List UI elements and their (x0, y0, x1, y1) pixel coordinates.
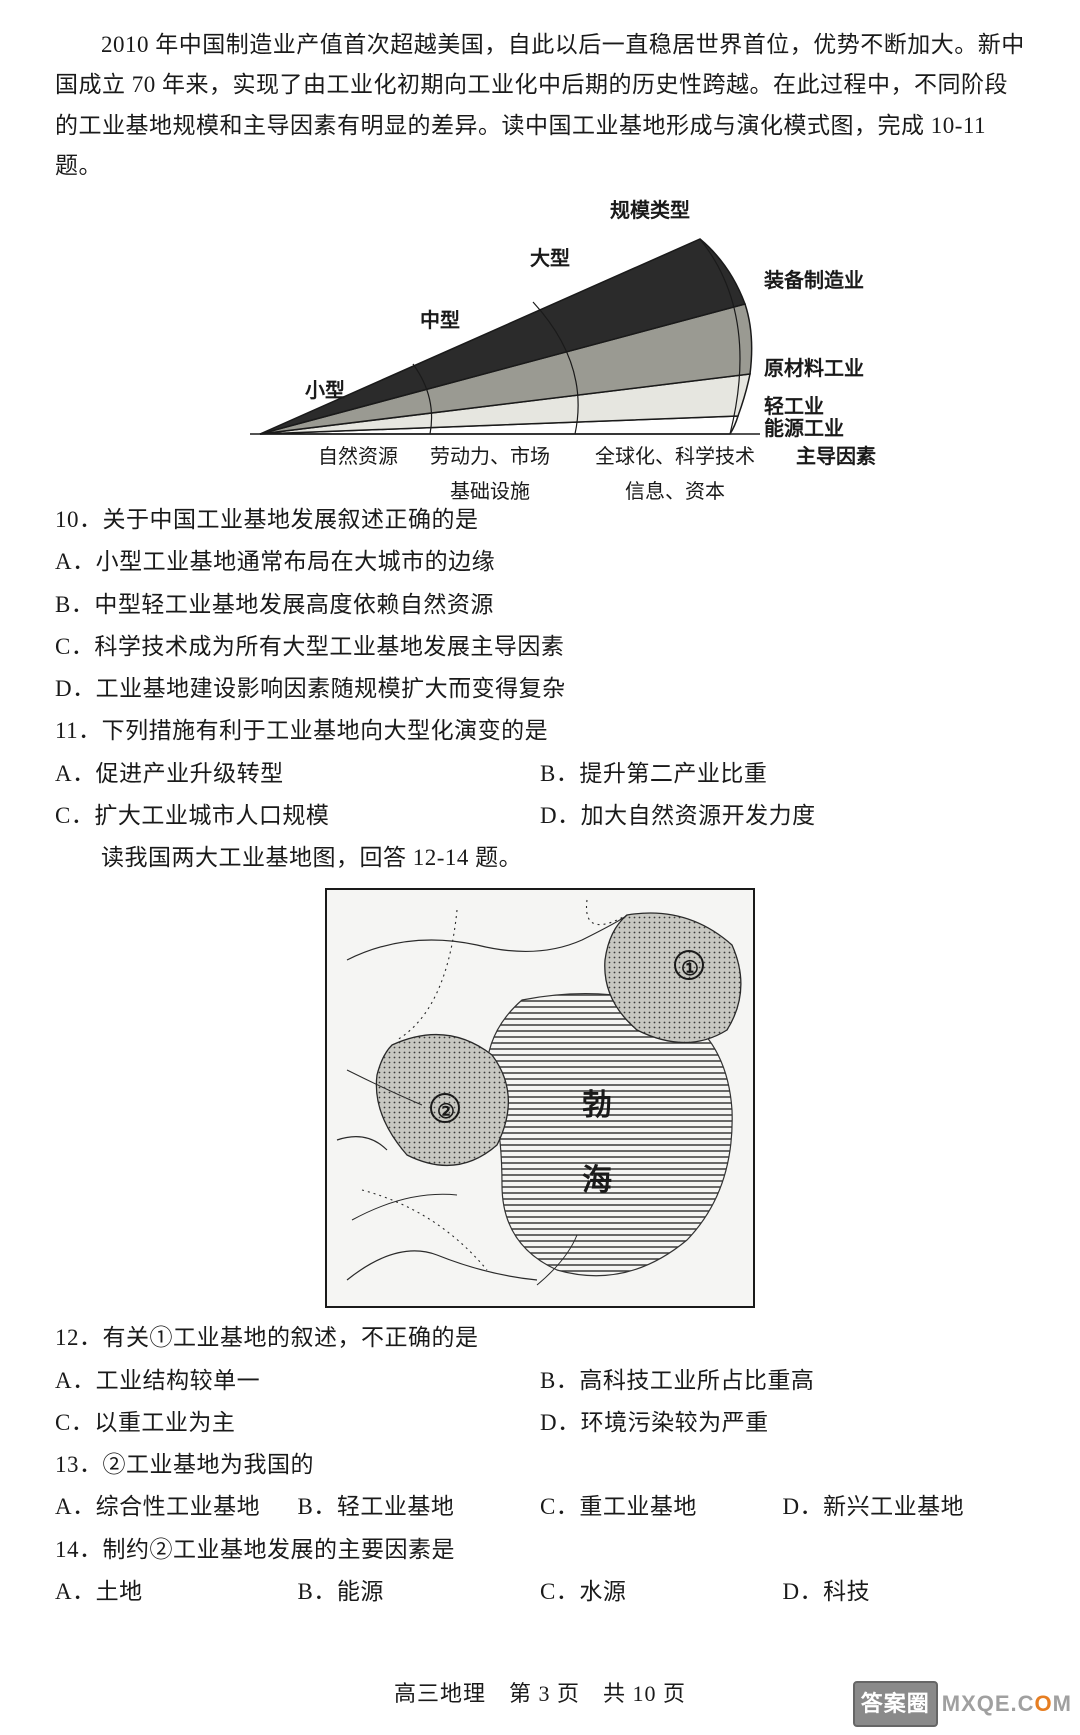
q14-opt-a: A．土地 (55, 1572, 298, 1612)
q14-opt-d: D．科技 (783, 1572, 1026, 1612)
q13-stem: 13．②工业基地为我国的 (55, 1445, 1025, 1485)
intro-paragraph: 2010 年中国制造业产值首次超越美国，自此以后一直稳居世界首位，优势不断加大。… (55, 25, 1025, 186)
q10-opt-a: A．小型工业基地通常布局在大城市的边缘 (55, 542, 1025, 582)
industrial-base-map: ① ② 勃 海 (325, 888, 755, 1308)
brand-post: M (1053, 1691, 1072, 1716)
q12-opt-a: A．工业结构较单一 (55, 1361, 540, 1401)
watermark: 答案圈 MXQE.COM (853, 1681, 1072, 1728)
q14-stem: 14．制约②工业基地发展的主要因素是 (55, 1530, 1025, 1570)
instructions-2: 读我国两大工业基地图，回答 12-14 题。 (55, 838, 1025, 878)
axis-label-2: 全球化、科学技术 信息、资本 (595, 440, 755, 510)
sector-equip: 装备制造业 (764, 264, 864, 299)
q13-opt-c: C．重工业基地 (540, 1487, 783, 1527)
sector-raw: 原材料工业 (764, 352, 864, 387)
q13-opt-b: B．轻工业基地 (298, 1487, 541, 1527)
q12-stem: 12．有关①工业基地的叙述，不正确的是 (55, 1318, 1025, 1358)
bay-label-2: 海 (582, 1155, 612, 1208)
map-label-1: ① (681, 952, 699, 987)
q11-opt-c: C．扩大工业城市人口规模 (55, 796, 540, 836)
q11-opt-d: D．加大自然资源开发力度 (540, 796, 1025, 836)
q10-opt-b: B．中型轻工业基地发展高度依赖自然资源 (55, 585, 1025, 625)
watermark-badge: 答案圈 (853, 1681, 938, 1728)
q13-opt-a: A．综合性工业基地 (55, 1487, 298, 1527)
scale-small: 小型 (305, 374, 345, 409)
q14-opt-c: C．水源 (540, 1572, 783, 1612)
q11-opt-a: A．促进产业升级转型 (55, 754, 540, 794)
watermark-brand: MXQE.COM (942, 1685, 1072, 1724)
axis-title: 主导因素 (796, 440, 876, 475)
scale-fan-diagram: 规模类型 大型 中型 小型 装备制造业 原材料工业 轻工业 能源工业 主导因素 … (200, 194, 880, 494)
scale-mid: 中型 (420, 304, 460, 339)
brand-pre: MXQE.C (942, 1691, 1035, 1716)
bay-label-1: 勃 (582, 1080, 612, 1133)
scale-title: 规模类型 (610, 194, 690, 229)
q10-opt-c: C．科学技术成为所有大型工业基地发展主导因素 (55, 627, 1025, 667)
q13-opt-d: D．新兴工业基地 (783, 1487, 1026, 1527)
q12-opt-b: B．高科技工业所占比重高 (540, 1361, 1025, 1401)
q11-opt-b: B．提升第二产业比重 (540, 754, 1025, 794)
q10-opt-d: D．工业基地建设影响因素随规模扩大而变得复杂 (55, 669, 1025, 709)
scale-large: 大型 (530, 242, 570, 277)
axis-label-1: 劳动力、市场 基础设施 (430, 440, 550, 510)
map-label-2: ② (437, 1095, 455, 1130)
q14-opt-b: B．能源 (298, 1572, 541, 1612)
axis-label-0: 自然资源 (318, 440, 398, 475)
brand-o: O (1035, 1691, 1053, 1716)
q11-stem: 11．下列措施有利于工业基地向大型化演变的是 (55, 711, 1025, 751)
q12-opt-c: C．以重工业为主 (55, 1403, 540, 1443)
q12-opt-d: D．环境污染较为严重 (540, 1403, 1025, 1443)
